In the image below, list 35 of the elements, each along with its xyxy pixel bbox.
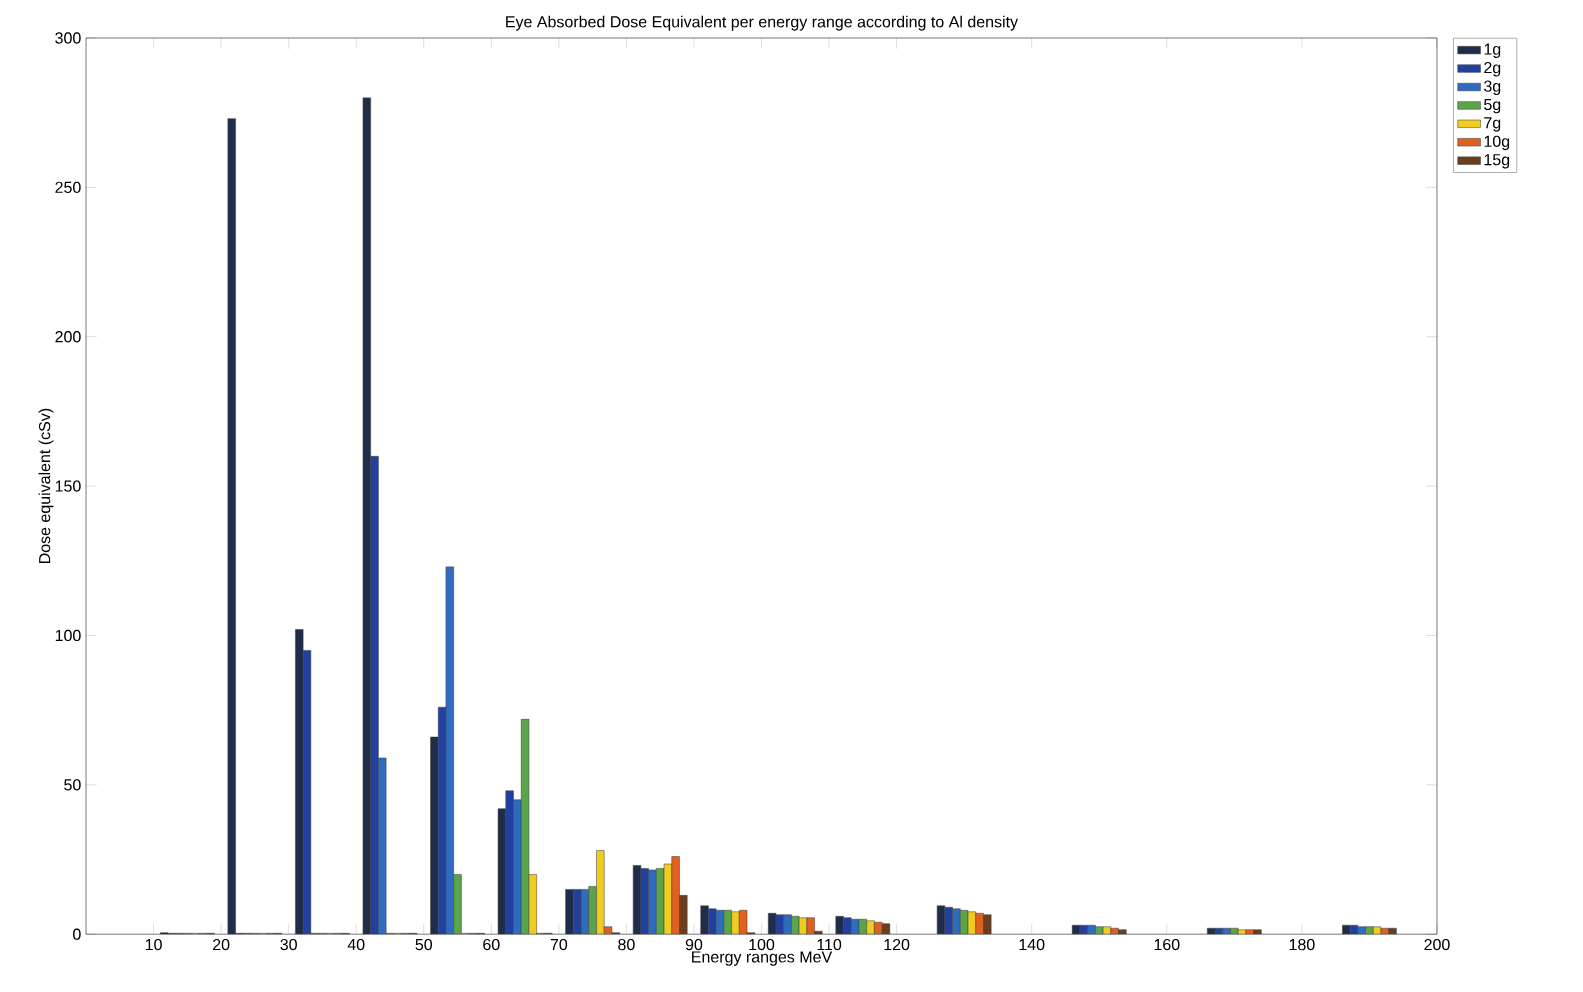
x-tick-label: 60 [483,938,500,951]
legend-label: 15g [1484,154,1510,169]
x-tick-label: 100 [749,938,775,951]
legend-label: 10g [1484,135,1510,151]
x-tick-label: 160 [1154,938,1180,951]
y-tick-label: 300 [55,32,81,44]
y-tick-label: 50 [64,779,81,791]
x-tick-label: 30 [280,938,297,951]
x-tick-label: 140 [1019,938,1045,951]
y-tick-label: 0 [73,928,81,940]
x-tick-label: 70 [550,938,568,951]
legend-label: 5g [1484,98,1501,114]
bar [430,736,439,935]
x-tick-label: 80 [618,938,635,951]
bar [453,874,462,935]
legend-label: 7g [1484,117,1501,132]
x-axis-title: Energy ranges MeV [692,951,833,966]
legend-label: 2g [1484,61,1501,77]
x-tick-label: 90 [685,938,703,951]
x-tick-label: 180 [1289,938,1315,951]
y-tick-label: 200 [55,330,81,343]
legend-label: 1g [1484,43,1501,58]
legend-label: 3g [1484,80,1501,95]
chart-title: Eye Absorbed Dose Equivalent per energy range according to Al density [506,15,1019,31]
y-tick-label: 150 [55,480,81,492]
x-tick-label: 50 [415,938,433,951]
x-tick-label: 110 [817,938,842,951]
y-tick-label: 250 [55,181,81,193]
x-tick-label: 10 [145,938,162,951]
y-axis-title: Dose equivalent (cSv) [38,408,54,563]
y-tick-label: 100 [55,629,81,642]
x-tick-label: 20 [213,938,230,951]
x-tick-label: 200 [1424,938,1450,951]
x-tick-label: 40 [347,938,365,951]
x-tick-label: 120 [884,938,910,951]
